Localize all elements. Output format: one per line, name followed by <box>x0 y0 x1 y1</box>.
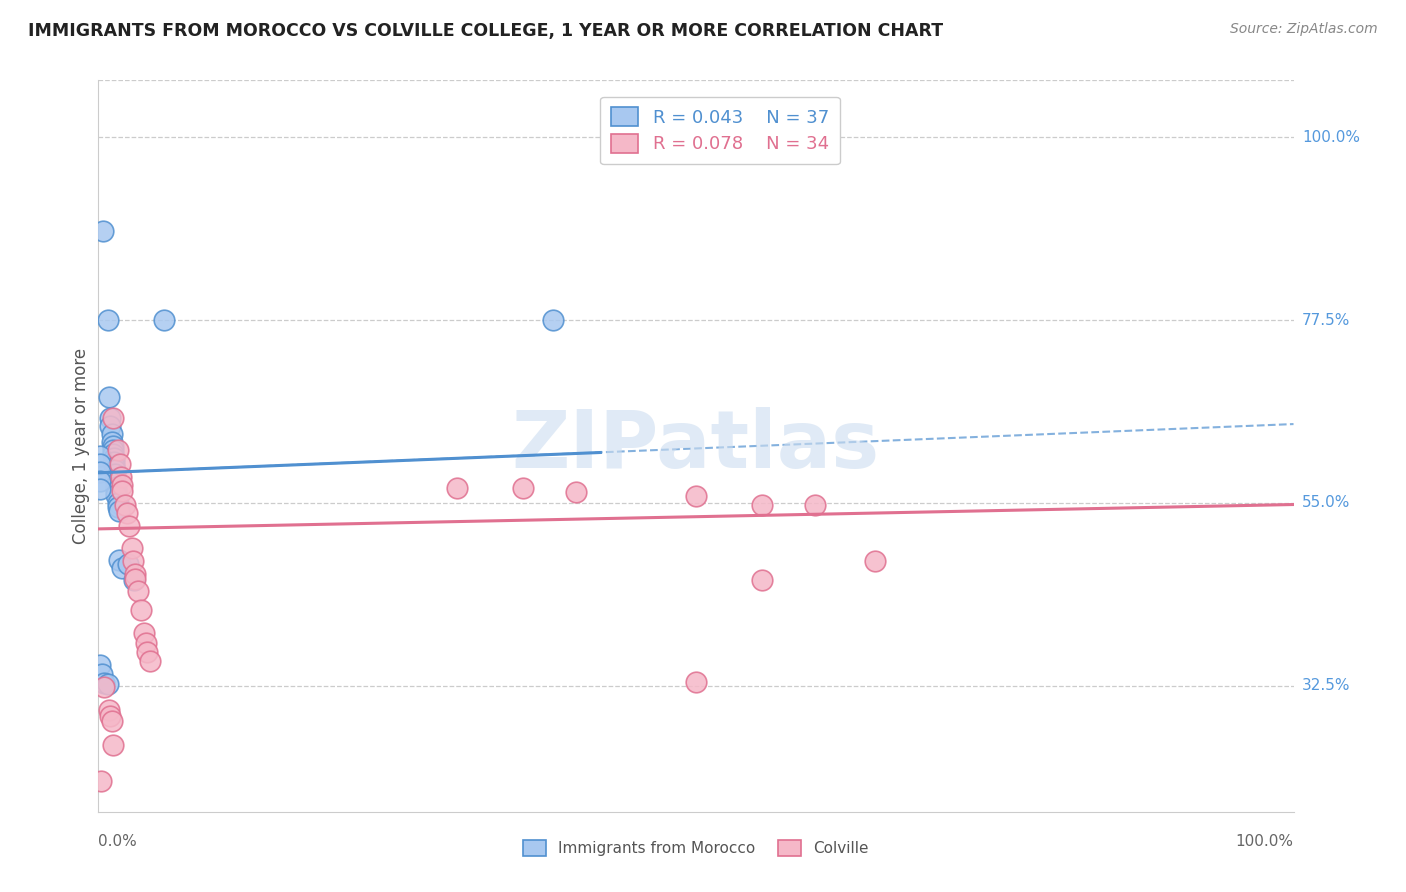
Point <box>100 714 122 728</box>
Point <box>104 467 127 482</box>
Text: 100.0%: 100.0% <box>1302 129 1360 145</box>
Point <box>105 483 128 498</box>
Text: ZIPatlas: ZIPatlas <box>512 407 880 485</box>
Point <box>107 504 129 518</box>
Point <box>110 470 132 484</box>
Point <box>91 666 114 681</box>
Text: 55.0%: 55.0% <box>1302 495 1350 510</box>
Point <box>100 426 122 441</box>
Point <box>804 498 827 512</box>
Point <box>108 457 131 471</box>
Point <box>101 410 124 425</box>
Point <box>118 518 141 533</box>
Point <box>121 541 143 555</box>
Point <box>107 443 129 458</box>
Point <box>685 674 707 689</box>
Point <box>98 703 121 717</box>
Point <box>512 481 534 495</box>
Point <box>124 567 146 582</box>
Point <box>90 773 112 788</box>
Point <box>89 482 111 496</box>
Point <box>103 451 125 466</box>
Point <box>97 313 120 327</box>
Point <box>104 471 127 485</box>
Point <box>97 677 120 691</box>
Text: 32.5%: 32.5% <box>1302 678 1350 693</box>
Point <box>105 480 128 494</box>
Point <box>107 553 129 567</box>
Point <box>98 418 122 433</box>
Point <box>132 626 155 640</box>
Point <box>98 390 121 404</box>
Point <box>111 561 134 575</box>
Point <box>89 474 111 488</box>
Point <box>101 439 124 453</box>
Point <box>124 572 146 586</box>
Point <box>93 681 115 695</box>
Point <box>565 485 588 500</box>
Point <box>101 447 124 461</box>
Point <box>115 507 138 521</box>
Point <box>107 500 129 514</box>
Point <box>117 557 139 571</box>
Point <box>100 434 122 449</box>
Point <box>541 313 564 327</box>
Point <box>93 676 115 690</box>
Point <box>89 658 111 673</box>
Point <box>122 554 145 568</box>
Text: IMMIGRANTS FROM MOROCCO VS COLVILLE COLLEGE, 1 YEAR OR MORE CORRELATION CHART: IMMIGRANTS FROM MOROCCO VS COLVILLE COLL… <box>28 22 943 40</box>
Text: Source: ZipAtlas.com: Source: ZipAtlas.com <box>1230 22 1378 37</box>
Point <box>751 573 773 587</box>
Point <box>89 449 111 463</box>
Legend: Immigrants from Morocco, Colville: Immigrants from Morocco, Colville <box>517 834 875 863</box>
Point <box>136 645 159 659</box>
Y-axis label: College, 1 year or more: College, 1 year or more <box>72 348 90 544</box>
Point <box>751 498 773 512</box>
Point <box>446 481 468 495</box>
Point <box>105 488 128 502</box>
Point <box>111 478 134 492</box>
Point <box>131 603 153 617</box>
Point <box>91 224 114 238</box>
Point <box>101 443 124 458</box>
Point <box>107 496 129 510</box>
Point <box>135 636 157 650</box>
Point <box>101 738 124 752</box>
Point <box>685 489 707 503</box>
Point <box>104 463 127 477</box>
Point <box>89 457 111 471</box>
Point <box>111 483 134 498</box>
Point <box>124 573 146 587</box>
Point <box>139 654 162 668</box>
Text: 0.0%: 0.0% <box>98 834 138 848</box>
Point <box>127 584 149 599</box>
Point <box>103 459 125 474</box>
Point <box>103 455 125 469</box>
Point <box>153 313 176 327</box>
Point <box>89 465 111 479</box>
Point <box>114 498 136 512</box>
Point <box>865 554 887 568</box>
Point <box>98 410 122 425</box>
Point <box>98 708 122 723</box>
Text: 77.5%: 77.5% <box>1302 312 1350 327</box>
Text: 100.0%: 100.0% <box>1236 834 1294 848</box>
